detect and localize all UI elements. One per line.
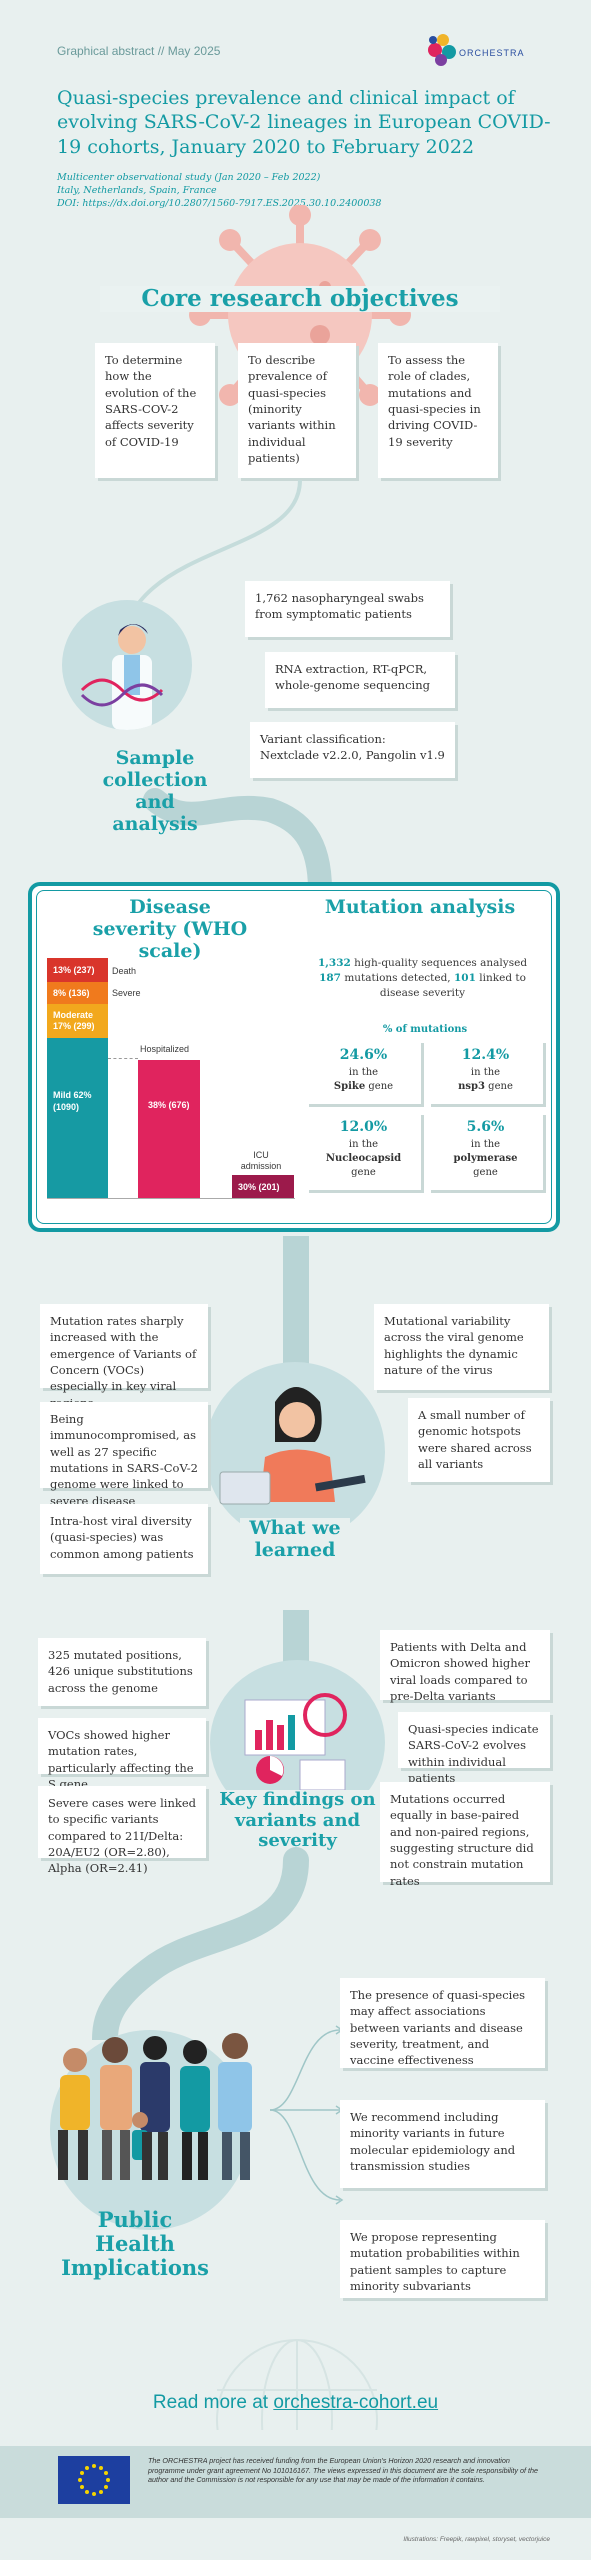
bar-mild: Mild 62% (1090) bbox=[47, 1038, 108, 1198]
label-severe: Severe bbox=[112, 988, 141, 998]
orchestra-logo: ORCHESTRA bbox=[425, 30, 524, 78]
objective-card-3: To assess the role of clades, mutations … bbox=[378, 343, 498, 478]
sequences-count: 1,332 bbox=[317, 957, 351, 969]
implication-card-1: The presence of quasi-species may affect… bbox=[340, 1978, 545, 2068]
gene-post: gene bbox=[351, 1167, 376, 1179]
implication-card-2: We recommend including minority variants… bbox=[340, 2100, 545, 2188]
gene-pct: 5.6% bbox=[466, 1119, 505, 1135]
sample-card-2: RNA extraction, RT-qPCR, whole-genome se… bbox=[265, 652, 455, 708]
finding-card-4: Patients with Delta and Omicron showed h… bbox=[380, 1630, 550, 1703]
gene-card-polymerase: 5.6% in the polymerase gene bbox=[428, 1112, 543, 1190]
path-connector-2 bbox=[283, 1236, 309, 1386]
path-connector-4 bbox=[92, 1847, 309, 2040]
implications-heading: Public Health Implications bbox=[61, 2207, 209, 2281]
illustration-credits: Illustrations: Freepik, rawpixel, storys… bbox=[403, 2536, 550, 2543]
gene-pre: in the bbox=[348, 1138, 379, 1150]
globe-watermark bbox=[216, 2339, 378, 2430]
finding-card-3: Severe cases were linked to specific var… bbox=[38, 1786, 206, 1875]
gene-name: nsp3 bbox=[458, 1081, 485, 1093]
learned-card-4: Mutational variability across the viral … bbox=[374, 1304, 549, 1390]
linked-text: linked to disease severity bbox=[379, 972, 526, 1000]
severity-stacked-bar: 13% (237) 8% (136) Moderate 17% (299) Mi… bbox=[47, 958, 108, 1198]
finding-card-1: 325 mutated positions, 426 unique substi… bbox=[38, 1638, 206, 1706]
sample-card-3: Variant classification: Nextclade v2.2.0… bbox=[250, 722, 455, 778]
bar-moderate: Moderate 17% (299) bbox=[47, 1004, 108, 1038]
funding-disclaimer: The ORCHESTRA project has received fundi… bbox=[148, 2456, 538, 2485]
gene-card-nsp3: 12.4% in the nsp3 gene bbox=[428, 1040, 543, 1104]
graphical-abstract-tag: Graphical abstract // May 2025 bbox=[57, 44, 221, 58]
sequences-text: high-quality sequences analysed bbox=[350, 957, 528, 969]
gene-name: Spike bbox=[333, 1081, 366, 1093]
gene-pre: in the bbox=[470, 1066, 501, 1078]
gene-name: polymerase bbox=[453, 1153, 518, 1165]
gene-pct: 24.6% bbox=[339, 1047, 388, 1063]
gene-post: gene bbox=[485, 1081, 513, 1093]
study-countries: Italy, Netherlands, Spain, France bbox=[57, 184, 217, 196]
finding-card-5: Quasi-species indicate SARS-CoV-2 evolve… bbox=[398, 1712, 550, 1785]
learned-heading: What we learned bbox=[240, 1517, 350, 1562]
gene-pre: in the bbox=[470, 1138, 501, 1150]
bar-death: 13% (237) bbox=[47, 958, 108, 982]
finding-card-6: Mutations occurred equally in base-paire… bbox=[380, 1782, 550, 1888]
orchestra-logo-icon bbox=[428, 34, 456, 66]
learned-card-2: Being immunocompromised, as well as 27 s… bbox=[40, 1402, 208, 1508]
orchestra-logo-text: ORCHESTRA bbox=[459, 48, 525, 58]
bar-severe: 8% (136) bbox=[47, 982, 108, 1004]
bar-hospitalized: 38% (676) bbox=[138, 1060, 200, 1198]
objective-card-2: To describe prevalence of quasi-species … bbox=[238, 343, 356, 478]
people-illustration bbox=[30, 2000, 265, 2230]
pct-mutations-heading: % of mutations bbox=[382, 1024, 468, 1035]
chart-baseline bbox=[47, 1198, 295, 1199]
linked-count: 101 bbox=[454, 972, 476, 985]
learned-card-1: Mutation rates sharply increased with th… bbox=[40, 1304, 208, 1410]
mutation-summary: 1,332 high-quality sequences analysed 18… bbox=[305, 956, 540, 1002]
page-title: Quasi-species prevalence and clinical im… bbox=[57, 87, 551, 158]
findings-heading: Key findings on variants and severity bbox=[215, 1789, 380, 1853]
gene-name: Nucleocapsid bbox=[325, 1153, 402, 1165]
mutations-count: 187 bbox=[319, 972, 341, 985]
mutation-heading: Mutation analysis bbox=[324, 896, 516, 918]
results-panel-inner bbox=[36, 890, 552, 1224]
eu-flag-icon bbox=[58, 2456, 130, 2504]
scientist-illustration bbox=[62, 600, 192, 730]
website-link[interactable]: orchestra-cohort.eu bbox=[273, 2392, 439, 2413]
label-icu: ICU admission bbox=[240, 1150, 282, 1172]
implication-card-3: We propose representing mutation probabi… bbox=[340, 2220, 545, 2298]
doi-link[interactable]: DOI: https://dx.doi.org/10.2807/1560-791… bbox=[57, 197, 382, 209]
mutations-text: mutations detected, bbox=[340, 972, 454, 985]
learned-card-3: Intra-host viral diversity (quasi-specie… bbox=[40, 1504, 208, 1574]
severity-heading: Disease severity (WHO scale) bbox=[92, 896, 248, 962]
bar-icu: 30% (201) bbox=[232, 1175, 294, 1198]
read-more: Read more at orchestra-cohort.eu bbox=[0, 2392, 591, 2414]
gene-pre: in the bbox=[348, 1066, 379, 1078]
implications-connectors bbox=[270, 2025, 344, 2205]
learned-card-5: A small number of genomic hotspots were … bbox=[408, 1398, 550, 1482]
gene-pct: 12.0% bbox=[339, 1119, 388, 1135]
gene-post: gene bbox=[365, 1081, 394, 1093]
gene-card-spike: 24.6% in the Spike gene bbox=[306, 1040, 421, 1104]
label-death: Death bbox=[112, 966, 137, 976]
gene-pct: 12.4% bbox=[461, 1047, 510, 1063]
sample-card-1: 1,762 nasopharyngeal swabs from symptoma… bbox=[245, 581, 450, 637]
sample-heading: Sample collection and analysis bbox=[102, 747, 208, 835]
bar-connector bbox=[108, 1058, 138, 1059]
gene-card-nucleocapsid: 12.0% in the Nucleocapsid gene bbox=[306, 1112, 421, 1190]
finding-card-2: VOCs showed higher mutation rates, parti… bbox=[38, 1718, 206, 1791]
study-meta: Multicenter observational study (Jan 202… bbox=[57, 172, 381, 210]
objective-card-1: To determine how the evolution of the SA… bbox=[95, 343, 215, 478]
learning-illustration bbox=[205, 1362, 385, 1542]
read-more-text: Read more at bbox=[152, 2392, 274, 2413]
study-design: Multicenter observational study (Jan 202… bbox=[57, 172, 321, 183]
gene-post: gene bbox=[473, 1167, 498, 1179]
objectives-heading: Core research objectives bbox=[100, 285, 500, 313]
label-hospitalized: Hospitalized bbox=[140, 1044, 190, 1054]
